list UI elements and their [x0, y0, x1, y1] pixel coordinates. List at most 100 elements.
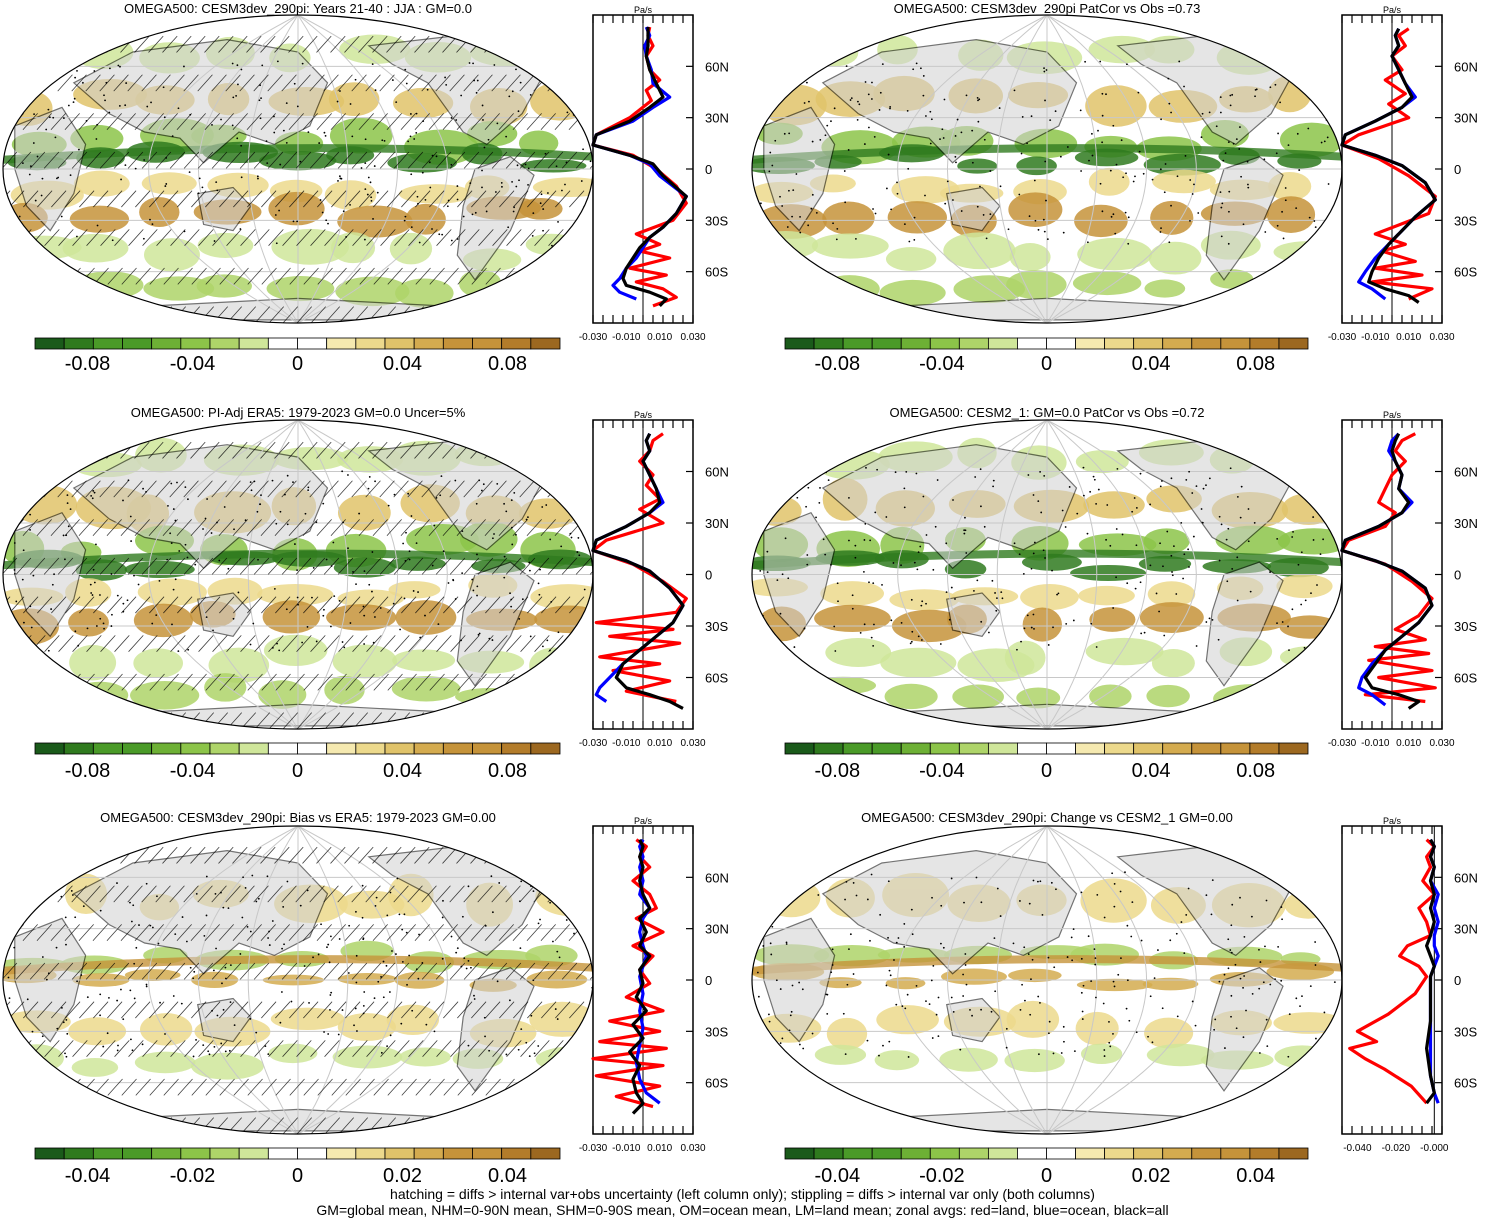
- x-tick-label: -0.010: [612, 1143, 641, 1154]
- colorbar-box: [267, 337, 298, 350]
- colorbar-box: [151, 742, 182, 755]
- lat-tick-label: 60S: [705, 671, 728, 686]
- colorbar-box: [413, 337, 444, 350]
- continent-samerica: [1205, 156, 1284, 281]
- colorbar-box: [238, 337, 269, 350]
- unit-label: Pa/s: [634, 410, 653, 420]
- map-field: [3, 826, 593, 1134]
- colorbar-box: [1017, 1147, 1047, 1160]
- x-tick-label: 0.010: [1396, 738, 1421, 749]
- colorbar-box: [355, 337, 386, 350]
- colorbar-box: [987, 337, 1018, 350]
- colorbar-box: [63, 337, 94, 350]
- colorbar-box: [92, 337, 123, 350]
- panel-title-1: OMEGA500: CESM3dev_290pi: Years 21-40 : …: [124, 1, 472, 16]
- unit-label: Pa/s: [634, 816, 653, 826]
- x-tick-label: 0.030: [1429, 738, 1454, 749]
- colorbar-box: [1191, 337, 1222, 350]
- footer-line-2: GM=global mean, NHM=0-90N mean, SHM=0-90…: [316, 1202, 1169, 1218]
- lat-tick-label: 60S: [1454, 1076, 1477, 1091]
- colorbar-box: [1191, 1147, 1222, 1160]
- map-field: [752, 826, 1342, 1134]
- panel-title-3: OMEGA500: PI-Adj ERA5: 1979-2023 GM=0.0 …: [131, 405, 466, 420]
- colorbar-6: -0.04 -0.02 0 0.02 0.04: [784, 1147, 1309, 1187]
- colorbar-box: [384, 337, 415, 350]
- colorbar-box: [63, 1147, 94, 1160]
- lat-tick-label: 30N: [705, 922, 729, 937]
- colorbar-tick-label: 0.08: [488, 353, 527, 375]
- x-tick-label: -0.030: [1328, 332, 1357, 343]
- map-panel-5: [2, 825, 594, 1135]
- colorbar-box: [784, 337, 815, 350]
- continent-asia: [821, 38, 1078, 164]
- colorbar-tick-label: 0: [1041, 353, 1052, 375]
- lat-tick-label: 30S: [1454, 1024, 1477, 1039]
- zonal-series-line: [1348, 838, 1436, 1105]
- colorbar-box: [63, 742, 94, 755]
- colorbar-box: [1249, 1147, 1280, 1160]
- colorbar-box: [842, 1147, 873, 1160]
- lat-tick-label: 60S: [1454, 265, 1477, 280]
- continent-australia: [196, 186, 252, 232]
- x-tick-label: 0.030: [680, 738, 705, 749]
- continent-asia: [72, 849, 329, 975]
- lat-tick-label: 30N: [1454, 111, 1478, 126]
- colorbar-box: [355, 742, 386, 755]
- colorbar-box: [900, 1147, 931, 1160]
- colorbar-box: [442, 337, 473, 350]
- colorbar-box: [326, 337, 357, 350]
- colorbar-1: -0.08 -0.04 0 0.04 0.08: [34, 337, 561, 375]
- colorbar-box: [209, 1147, 240, 1160]
- map-panel-3: [2, 419, 594, 730]
- colorbar-box: [929, 337, 960, 350]
- x-tick-label: -0.010: [612, 332, 641, 343]
- map-field: [752, 420, 1342, 729]
- colorbar-box: [900, 337, 931, 350]
- colorbar-tick-label: 0.04: [1236, 1165, 1275, 1187]
- lat-tick-label: 60N: [705, 465, 729, 480]
- lat-tick-label: 60S: [705, 1076, 728, 1091]
- panel-title-6: OMEGA500: CESM3dev_290pi: Change vs CESM…: [861, 810, 1233, 825]
- colorbar-box: [297, 742, 328, 755]
- colorbar-box: [180, 337, 211, 350]
- colorbar-box: [530, 742, 561, 755]
- map-panel-4: [751, 419, 1343, 730]
- colorbar-box: [34, 742, 65, 755]
- colorbar-box: [1046, 337, 1076, 350]
- colorbar-box: [1278, 1147, 1309, 1160]
- colorbar-tick-label: 0.04: [488, 1165, 527, 1187]
- colorbar-box: [1220, 337, 1251, 350]
- colorbar-box: [209, 742, 240, 755]
- x-tick-label: -0.020: [1382, 1143, 1411, 1154]
- colorbar-box: [1220, 742, 1251, 755]
- panel-title-4: OMEGA500: CESM2_1: GM=0.0 PatCor vs Obs …: [889, 405, 1204, 420]
- zonal-panel-2: Pa/s -0.030 -0.010 0.010 0.030 60N 30N 0 30S 60S: [1328, 5, 1478, 343]
- lat-tick-label: 0: [1454, 162, 1461, 177]
- colorbar-box: [472, 337, 503, 350]
- colorbar-box: [472, 1147, 503, 1160]
- colorbar-box: [151, 1147, 182, 1160]
- lat-tick-label: 30N: [1454, 516, 1478, 531]
- colorbar-box: [1278, 742, 1309, 755]
- colorbar-tick-label: 0.08: [1236, 353, 1275, 375]
- colorbar-box: [987, 1147, 1018, 1160]
- colorbar-box: [1017, 337, 1047, 350]
- colorbar-box: [1075, 1147, 1106, 1160]
- continent-asia: [72, 38, 329, 164]
- lat-tick-label: 30N: [1454, 922, 1478, 937]
- lat-tick-label: 60S: [705, 265, 728, 280]
- map-field: [752, 15, 1342, 323]
- colorbar-box: [1075, 337, 1106, 350]
- lat-tick-label: 60N: [705, 870, 729, 885]
- colorbar-box: [784, 1147, 815, 1160]
- x-tick-label: -0.010: [612, 738, 641, 749]
- zonal-panel-6: Pa/s -0.040 -0.020 -0.000 60N 30N 0 30S 60S: [1341, 816, 1478, 1154]
- x-tick-label: -0.000: [1420, 1143, 1449, 1154]
- colorbar-tick-label: -0.02: [170, 1165, 216, 1187]
- zonal-series-line: [1340, 27, 1437, 304]
- colorbar-box: [297, 1147, 328, 1160]
- lat-tick-label: 0: [705, 568, 712, 583]
- colorbar-box: [1162, 742, 1193, 755]
- colorbar-2: -0.08 -0.04 0 0.04 0.08: [784, 337, 1309, 375]
